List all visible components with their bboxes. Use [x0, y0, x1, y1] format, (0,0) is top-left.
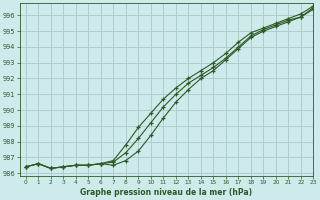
- X-axis label: Graphe pression niveau de la mer (hPa): Graphe pression niveau de la mer (hPa): [80, 188, 252, 197]
